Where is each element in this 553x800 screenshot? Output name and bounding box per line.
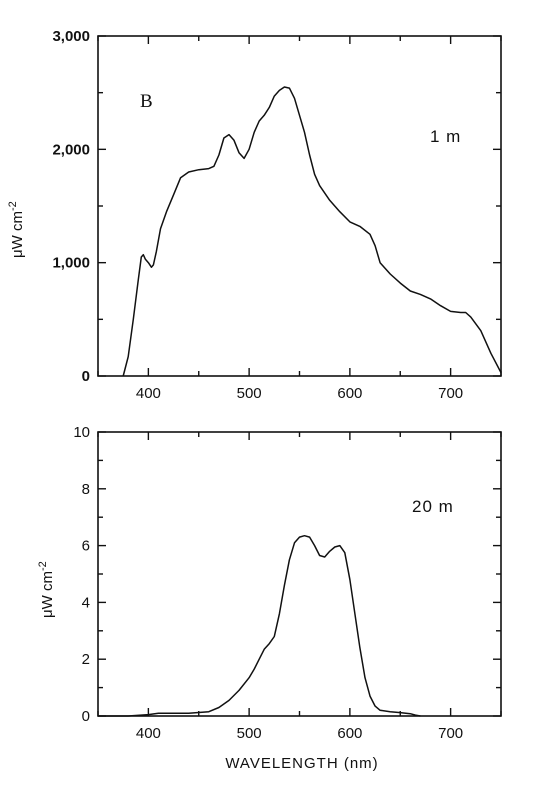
upper-y-axis-label-main: μW cm	[9, 211, 26, 258]
lower-depth-annotation: 20 m	[412, 497, 454, 516]
lower-y-axis-label: μW cm-2	[37, 561, 56, 618]
upper-spectrum-line	[122, 86, 502, 377]
x-tick-label-400: 400	[136, 725, 161, 742]
lower-y-axis-label-main: μW cm	[39, 571, 56, 618]
x-axis-label: WAVELENGTH (nm)	[225, 755, 378, 772]
y-tick-label-3000: 3,000	[52, 28, 90, 45]
lower-y-axis-label-sup: -2	[37, 561, 49, 571]
lower-chart-panel: 400 500 600 700 0 2 4 6 8 10 20 m μW cm-2 WAVELEN…	[37, 424, 502, 772]
x-tick-label-400: 400	[136, 385, 161, 402]
x-tick-label-500: 500	[237, 385, 262, 402]
upper-chart-panel: 400 500 600 700 0 1,000 2,000 3,000 B 1 m μW cm…	[7, 28, 502, 402]
x-tick-label-700: 700	[438, 725, 463, 742]
y-tick-label-2: 2	[82, 651, 90, 668]
y-tick-label-6: 6	[82, 538, 90, 555]
y-tick-label-4: 4	[82, 594, 90, 611]
upper-plot-frame	[97, 35, 502, 377]
upper-y-axis-label-sup: -2	[7, 201, 19, 211]
lower-plot-frame	[97, 431, 502, 717]
x-tick-label-500: 500	[237, 725, 262, 742]
upper-depth-annotation: 1 m	[430, 127, 461, 146]
lower-spectrum-line	[98, 534, 421, 717]
x-tick-label-700: 700	[438, 385, 463, 402]
x-tick-label-600: 600	[337, 725, 362, 742]
y-tick-label-0: 0	[82, 708, 90, 725]
panel-label: B	[140, 91, 153, 112]
y-tick-label-8: 8	[82, 481, 90, 498]
y-tick-label-10: 10	[73, 424, 90, 441]
y-tick-label-2000: 2,000	[52, 141, 90, 158]
upper-y-axis-label: μW cm-2	[7, 201, 26, 258]
x-tick-label-600: 600	[337, 385, 362, 402]
y-tick-label-1000: 1,000	[52, 255, 90, 272]
y-tick-label-0: 0	[82, 368, 90, 385]
